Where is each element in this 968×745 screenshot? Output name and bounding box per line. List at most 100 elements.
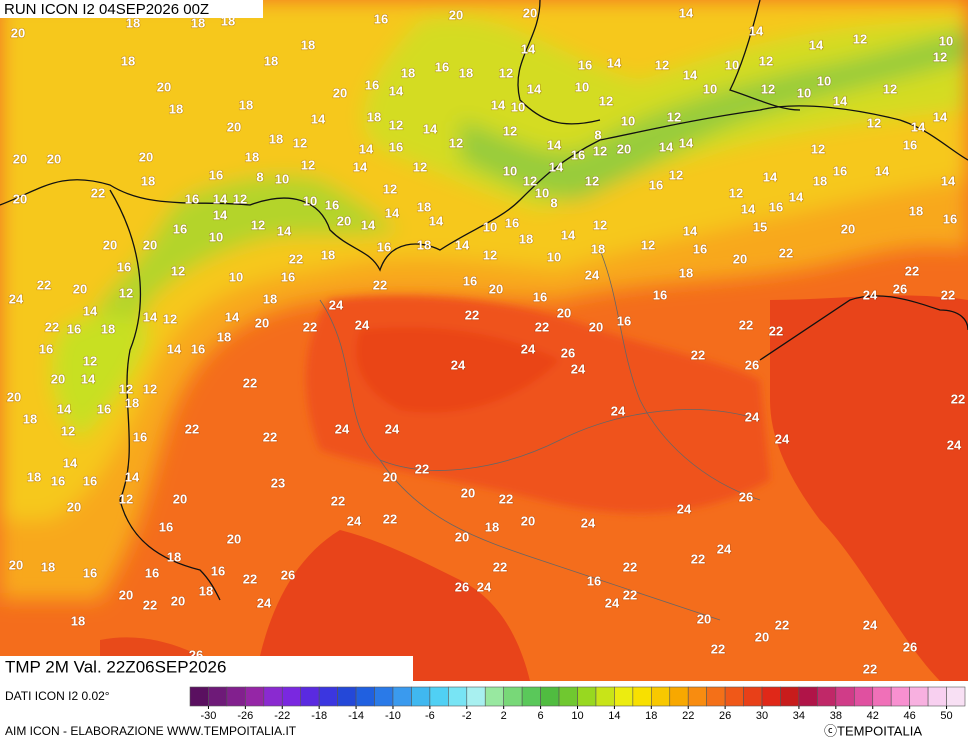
temperature-label: 24: [745, 409, 760, 424]
legend-swatch: [337, 686, 357, 707]
temperature-label: 20: [449, 7, 463, 22]
temperature-label: 18: [71, 613, 85, 628]
temperature-label: 22: [303, 319, 317, 334]
temperature-label: 16: [571, 147, 585, 162]
legend-tick-label: -26: [237, 710, 253, 722]
temperature-label: 22: [941, 287, 955, 302]
temperature-label: 20: [13, 151, 27, 166]
temperature-label: 8: [550, 195, 557, 210]
temperature-label: 12: [171, 263, 185, 278]
temperature-label: 22: [91, 185, 105, 200]
temperature-label: 14: [607, 55, 622, 70]
temperature-label: 14: [875, 163, 890, 178]
temperature-label: 18: [27, 469, 41, 484]
temperature-label: 16: [117, 259, 131, 274]
temperature-label: 22: [863, 661, 877, 676]
temperature-label: 18: [126, 15, 140, 30]
temperature-label: 12: [143, 381, 157, 396]
temperature-label: 12: [593, 143, 607, 158]
temperature-label: 14: [311, 111, 326, 126]
temperature-label: 20: [461, 485, 475, 500]
temperature-label: 14: [763, 169, 778, 184]
temperature-label: 24: [257, 595, 272, 610]
temperature-label: 14: [749, 23, 764, 38]
temperature-label: 12: [641, 237, 655, 252]
temperature-label: 10: [621, 113, 635, 128]
legend-tick-label: -14: [348, 710, 364, 722]
temperature-label: 16: [185, 191, 199, 206]
temperature-label: 22: [45, 319, 59, 334]
temperature-label: 16: [943, 211, 957, 226]
legend-swatch: [429, 686, 449, 707]
legend-swatch: [540, 686, 560, 707]
temperature-label: 16: [578, 57, 592, 72]
temperature-label: 12: [883, 81, 897, 96]
legend-swatch: [761, 686, 781, 707]
temperature-label: 14: [683, 67, 698, 82]
legend-swatch: [724, 686, 744, 707]
temperature-label: 16: [653, 287, 667, 302]
temperature-label: 18: [401, 65, 415, 80]
temperature-label: 22: [623, 587, 637, 602]
temperature-label: 20: [227, 531, 241, 546]
temperature-label: 14: [659, 139, 674, 154]
temperature-label: 22: [691, 347, 705, 362]
temperature-label: 12: [233, 191, 247, 206]
map-background: [0, 0, 968, 681]
temperature-label: 16: [133, 429, 147, 444]
temperature-label: 14: [679, 135, 694, 150]
temperature-label: 24: [329, 297, 344, 312]
temperature-label: 18: [191, 15, 205, 30]
temperature-label: 12: [163, 311, 177, 326]
temperature-label: 10: [817, 73, 831, 88]
temperature-label: 18: [125, 395, 139, 410]
temperature-label: 22: [711, 641, 725, 656]
temperature-label: 22: [905, 263, 919, 278]
temperature-label: 26: [739, 489, 753, 504]
temperature-label: 14: [521, 41, 536, 56]
temperature-label: 14: [941, 173, 956, 188]
legend-swatch: [687, 686, 707, 707]
legend-swatch: [798, 686, 818, 707]
legend-swatch: [392, 686, 412, 707]
temperature-label: 24: [477, 579, 492, 594]
temperature-label: 12: [251, 217, 265, 232]
temperature-label: 14: [933, 109, 948, 124]
temperature-label: 16: [67, 321, 81, 336]
temperature-label: 20: [171, 593, 185, 608]
legend-swatch: [927, 686, 947, 707]
temperature-label: 10: [547, 249, 561, 264]
temperature-label: 10: [703, 81, 717, 96]
temperature-label: 24: [521, 341, 536, 356]
temperature-label: 14: [353, 159, 368, 174]
temperature-label: 20: [489, 281, 503, 296]
temperature-label: 16: [389, 139, 403, 154]
temperature-label: 16: [374, 11, 388, 26]
temperature-label: 12: [933, 49, 947, 64]
temperature-label: 14: [385, 205, 400, 220]
temperature-label: 16: [83, 565, 97, 580]
temperature-label: 16: [833, 163, 847, 178]
legend-swatch: [300, 686, 320, 707]
copyright-label: ⓒTEMPOITALIA: [824, 723, 922, 738]
legend-tick-label: 34: [793, 710, 805, 722]
temperature-label: 24: [863, 617, 878, 632]
field-label: TMP 2M Val. 22Z06SEP2026: [5, 657, 226, 676]
legend-swatch: [318, 686, 338, 707]
field-box: [0, 656, 413, 681]
temperature-label: 14: [63, 455, 78, 470]
temperature-label: 22: [373, 277, 387, 292]
temperature-label: 16: [191, 341, 205, 356]
temperature-label: 18: [41, 559, 55, 574]
legend-swatch: [743, 686, 763, 707]
source-label: DATI ICON I2 0.02°: [5, 689, 110, 703]
temperature-label: 24: [335, 421, 350, 436]
temperature-label: 20: [173, 491, 187, 506]
temperature-label: 14: [455, 237, 470, 252]
temperature-label: 18: [23, 411, 37, 426]
temperature-label: 16: [365, 77, 379, 92]
temperature-label: 16: [693, 241, 707, 256]
temperature-label: 18: [239, 97, 253, 112]
legend-tick-label: 14: [608, 710, 620, 722]
